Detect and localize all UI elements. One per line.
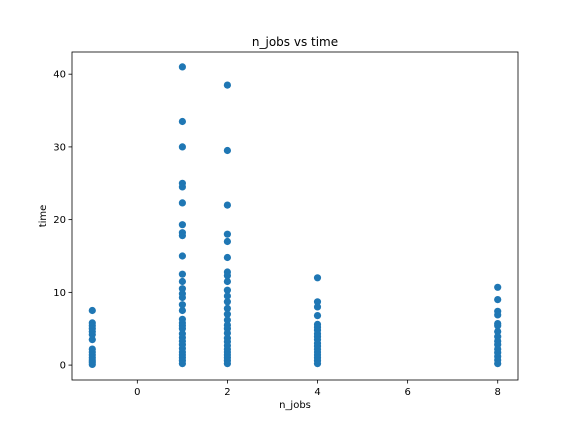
scatter-point <box>494 328 502 336</box>
x-axis-ticks: 0 2 4 6 8 <box>134 380 501 398</box>
scatter-point <box>223 230 231 238</box>
scatter-point <box>178 301 186 309</box>
scatter-point <box>223 237 231 246</box>
scatter-point <box>88 330 96 339</box>
scatter-point <box>223 360 231 368</box>
scatter-point <box>313 298 322 306</box>
scatter-point <box>88 306 96 315</box>
scatter-point <box>223 304 231 312</box>
scatter-point <box>178 277 186 286</box>
scatter-point <box>88 336 96 344</box>
scatter-point <box>178 270 186 278</box>
scatter-point <box>178 285 186 293</box>
plot-frame <box>71 51 519 381</box>
scatter-point <box>223 201 231 209</box>
scatter-point <box>178 183 186 191</box>
scatter-point <box>313 303 322 311</box>
scatter-point <box>178 221 186 229</box>
scatter-point <box>494 296 502 304</box>
scatter-point <box>313 360 322 368</box>
scatter-point <box>223 310 231 318</box>
scatter-point <box>223 298 231 306</box>
plot-area <box>72 52 518 380</box>
scatter-point <box>223 277 231 286</box>
scatter-point <box>178 232 186 240</box>
scatter-point <box>178 306 186 315</box>
chart-title: n_jobs vs time <box>252 35 338 49</box>
scatter-point <box>494 322 502 330</box>
scatter-point <box>88 360 96 368</box>
x-tick-label: 0 <box>134 387 140 398</box>
scatter-point <box>178 325 186 333</box>
y-axis-label: time <box>38 205 49 228</box>
scatter-point <box>178 117 186 126</box>
scatter-point <box>313 312 322 320</box>
y-tick-label: 40 <box>53 70 66 81</box>
scatter-point <box>223 253 231 262</box>
scatter-point <box>178 143 186 151</box>
scatter-point <box>178 252 186 260</box>
y-tick-label: 30 <box>53 142 66 153</box>
x-tick-label: 2 <box>224 387 230 398</box>
scatter-point <box>494 311 502 319</box>
x-tick-label: 4 <box>314 387 320 398</box>
scatter-point <box>178 293 186 302</box>
scatter-point <box>223 292 231 300</box>
scatter-point <box>223 329 231 337</box>
scatter-point <box>494 360 502 368</box>
scatter-point <box>223 146 231 155</box>
scatter-point <box>223 272 231 280</box>
x-axis-label: n_jobs <box>279 400 311 411</box>
scatter-point <box>178 63 186 71</box>
points-layer <box>88 63 502 368</box>
y-tick-label: 0 <box>60 361 66 372</box>
y-tick-label: 20 <box>53 215 66 226</box>
scatter-point <box>494 283 502 291</box>
x-tick-label: 8 <box>495 387 501 398</box>
scatter-point <box>223 286 231 294</box>
y-axis-ticks: 0 10 20 30 40 <box>53 70 72 372</box>
scatter-point <box>178 360 186 368</box>
y-tick-label: 10 <box>53 288 66 299</box>
scatter-point <box>223 316 231 324</box>
x-tick-label: 6 <box>404 387 410 398</box>
scatter-point <box>178 199 186 207</box>
scatter-point <box>223 81 231 89</box>
scatter-point <box>313 274 322 282</box>
